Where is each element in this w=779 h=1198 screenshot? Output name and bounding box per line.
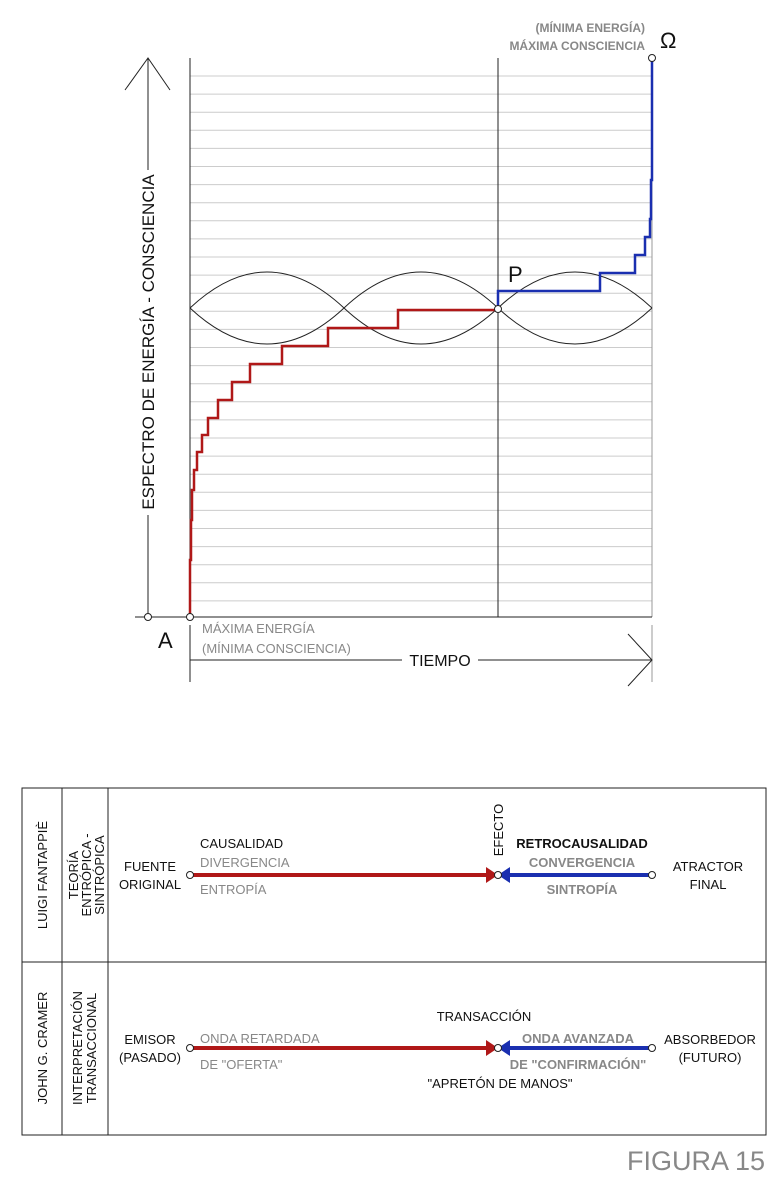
omega: Ω: [660, 28, 676, 53]
target: (FUTURO): [679, 1050, 742, 1065]
axes: [124, 57, 653, 687]
effect: EFECTO: [491, 804, 506, 857]
a-label: (MÍNIMA CONSCIENCIA): [202, 641, 351, 656]
target: FINAL: [690, 877, 727, 892]
label: CONVERGENCIA: [529, 855, 636, 870]
arrows-part: [498, 867, 510, 883]
points: [144, 54, 656, 621]
arrows-part-part: [186, 1044, 194, 1052]
theory: ENTRÓPICA -: [79, 833, 94, 916]
y-axis-label: ESPECTRO DE ENERGÍA - CONSCIENCIA: [139, 174, 158, 510]
label-bg: [402, 650, 478, 670]
label-bg: [138, 170, 158, 515]
point-p: P: [508, 262, 523, 287]
arrows-part-part: [648, 871, 656, 879]
label: SINTROPÍA: [547, 882, 618, 897]
consciousness-path: [496, 58, 654, 309]
source: EMISOR: [124, 1032, 175, 1047]
arrows-part-part: [186, 871, 194, 879]
axes-part: [189, 271, 653, 345]
theory: SINTRÓPICA: [92, 835, 107, 915]
omega-label: MÁXIMA CONSCIENCIA: [509, 38, 645, 53]
points-part: [494, 305, 502, 313]
points-part: [144, 613, 152, 621]
arrows-part-part: [494, 871, 502, 879]
author: LUIGI FANTAPPIÈ: [35, 821, 50, 929]
label: ONDA RETARDADA: [200, 1031, 320, 1046]
energy-path: [188, 308, 498, 617]
x-axis-label: TIEMPO: [409, 653, 470, 670]
axes-part: [627, 633, 653, 687]
arrows-part: [186, 871, 656, 1052]
author: JOHN G. CRAMER: [35, 992, 50, 1105]
theory: INTERPRETACIÓN: [70, 991, 85, 1105]
label: ENTROPÍA: [200, 882, 267, 897]
arrows-part-part: [648, 1044, 656, 1052]
target: ABSORBEDOR: [664, 1032, 756, 1047]
arrows-part: [486, 867, 498, 883]
label: DE "OFERTA": [200, 1057, 283, 1072]
a-label: MÁXIMA ENERGÍA: [202, 621, 315, 636]
arrows-part-part: [494, 1044, 502, 1052]
theory: TEORÍA: [66, 850, 81, 899]
omega-label: (MÍNIMA ENERGÍA): [535, 20, 645, 35]
arrows-part: [498, 1040, 510, 1056]
arrows: [186, 867, 656, 1056]
points-part: [186, 613, 194, 621]
point-a: A: [158, 628, 173, 653]
table: [21, 787, 767, 1136]
label: DE "CONFIRMACIÓN": [510, 1057, 647, 1072]
source: ORIGINAL: [119, 877, 181, 892]
source: (PASADO): [119, 1050, 181, 1065]
points-part: [648, 54, 656, 62]
label: RETROCAUSALIDAD: [516, 836, 647, 851]
label: TRANSACCIÓN: [437, 1009, 532, 1024]
theory: TRANSACCIONAL: [84, 993, 99, 1104]
arrows-part: [486, 1040, 498, 1056]
target: ATRACTOR: [673, 859, 743, 874]
label: CAUSALIDAD: [200, 836, 283, 851]
label: DIVERGENCIA: [200, 855, 290, 870]
label: "APRETÓN DE MANOS": [427, 1076, 572, 1091]
grid: [190, 75, 652, 602]
caption: FIGURA 15: [627, 1146, 765, 1176]
source: FUENTE: [124, 859, 176, 874]
axes-part: [124, 57, 171, 91]
label: ONDA AVANZADA: [522, 1031, 635, 1046]
